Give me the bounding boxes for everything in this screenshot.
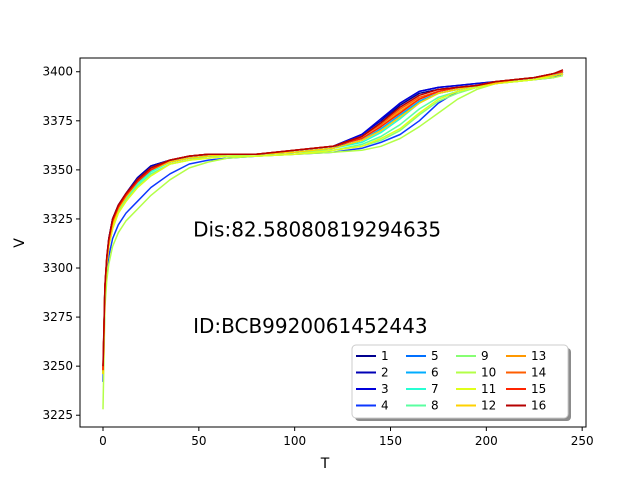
y-tick-label: 3250	[42, 359, 73, 373]
legend-label-11: 11	[481, 382, 496, 396]
legend-label-5: 5	[431, 349, 439, 363]
x-tick-label: 50	[191, 434, 206, 448]
series-line-11	[102, 72, 564, 375]
legend-box	[351, 344, 569, 419]
legend-label-6: 6	[431, 366, 439, 380]
annotation-id: ID:BCB9920061452443	[193, 314, 428, 338]
legend-label-1: 1	[381, 349, 389, 363]
y-tick-label: 3225	[42, 408, 73, 422]
axes-layer: 0 50 100 150 200 2503225325032753300332533503…	[42, 57, 594, 448]
x-tick-label: 150	[379, 434, 402, 448]
legend-label-4: 4	[381, 399, 389, 413]
y-tick-label: 3375	[42, 114, 73, 128]
y-axis-label: V	[12, 238, 28, 248]
y-tick-label: 3350	[42, 163, 73, 177]
legend-label-13: 13	[531, 349, 546, 363]
legend-label-16: 16	[531, 399, 546, 413]
x-tick-label: 100	[283, 434, 306, 448]
annotation-distance: Dis:82.58080819294635	[193, 218, 441, 242]
legend-label-3: 3	[381, 382, 389, 396]
x-axis-label: T	[320, 456, 330, 472]
legend-label-14: 14	[531, 366, 546, 380]
x-tick-label: 0	[99, 434, 107, 448]
legend-label-8: 8	[431, 399, 439, 413]
legend-label-9: 9	[481, 349, 489, 363]
y-tick-label: 3275	[42, 310, 73, 324]
legend-label-12: 12	[481, 399, 496, 413]
legend-label-7: 7	[431, 382, 439, 396]
series-line-16	[102, 69, 564, 367]
series-line-12	[102, 72, 564, 375]
legend-label-15: 15	[531, 382, 546, 396]
legend-label-2: 2	[381, 366, 389, 380]
y-tick-label: 3300	[42, 261, 73, 275]
x-tick-label: 200	[475, 434, 498, 448]
y-tick-label: 3325	[42, 212, 73, 226]
y-tick-label: 3400	[42, 65, 73, 79]
series-layer	[102, 69, 564, 410]
plot-frame	[79, 57, 587, 428]
legend-label-10: 10	[481, 366, 496, 380]
x-tick-label: 250	[571, 434, 594, 448]
